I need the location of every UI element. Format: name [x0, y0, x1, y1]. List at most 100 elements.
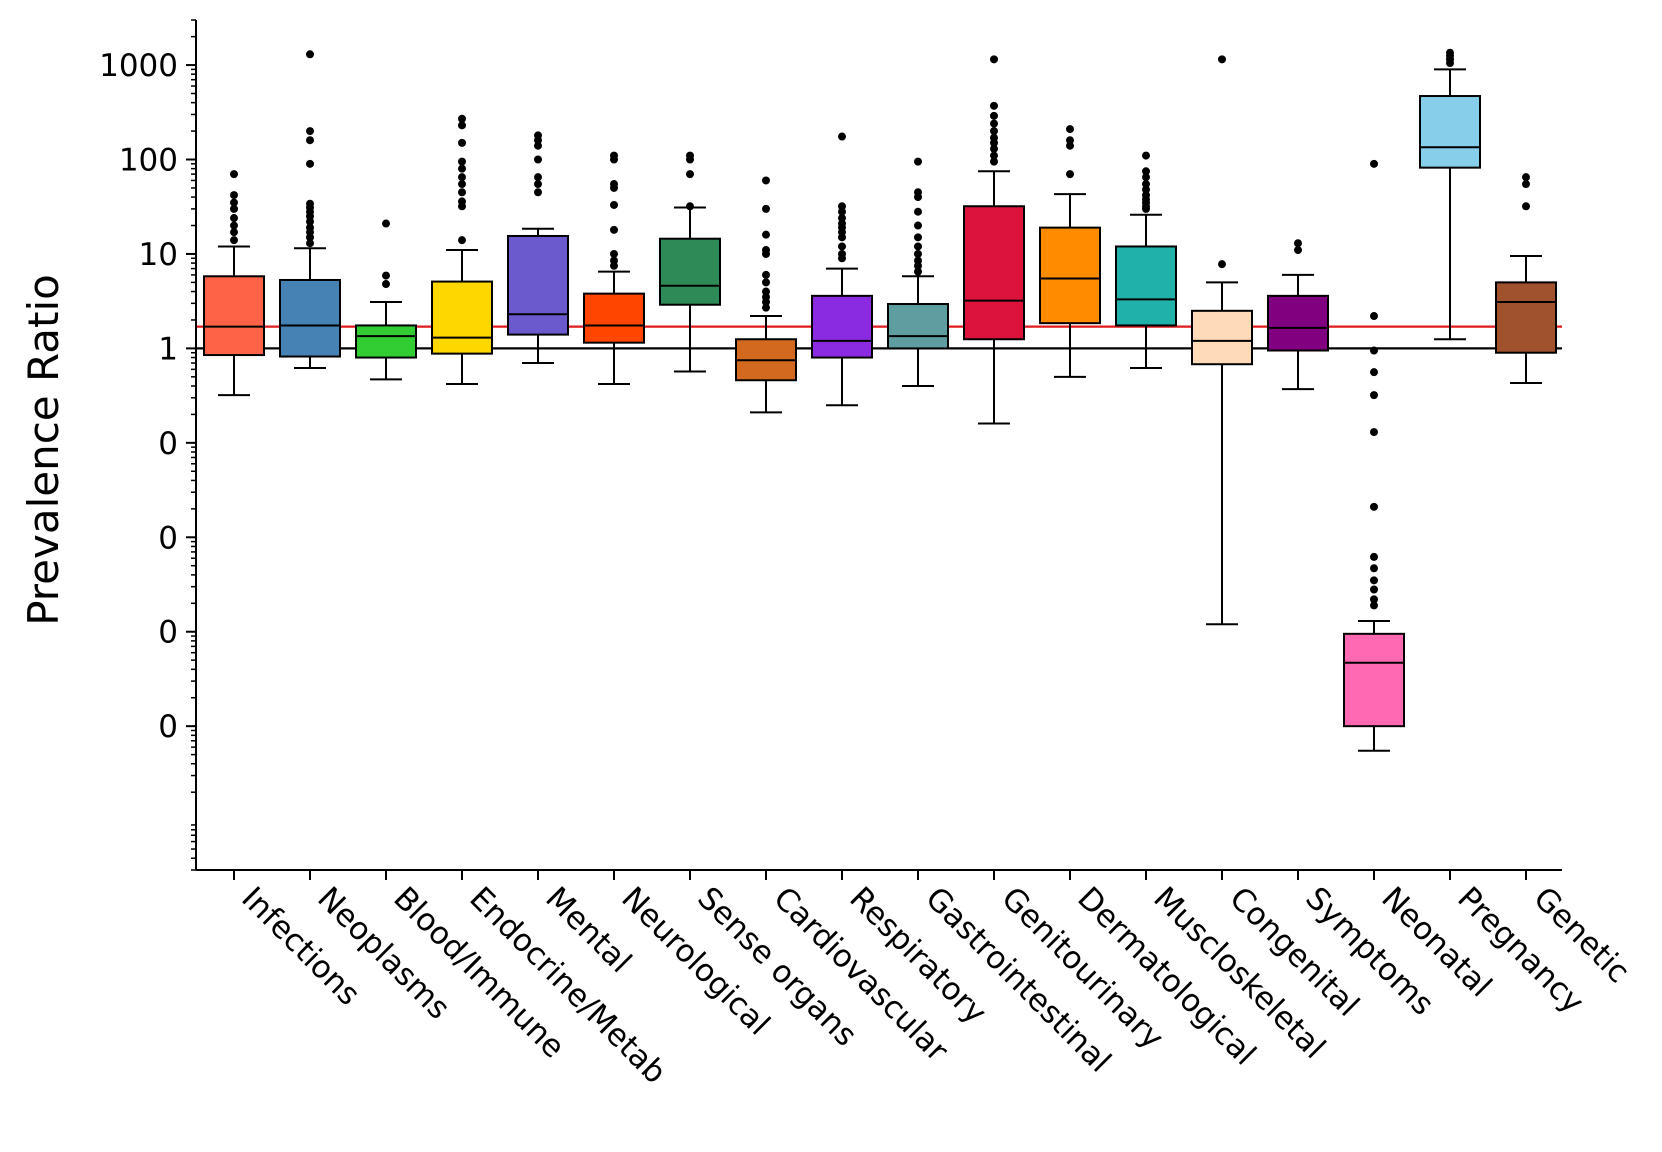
box-endocrine-metab — [431, 114, 493, 385]
outlier-point — [382, 219, 390, 228]
outlier-point — [610, 249, 618, 258]
outlier-point — [838, 207, 846, 216]
outlier-point — [458, 164, 466, 173]
outlier-point — [1370, 564, 1378, 573]
outlier-point — [230, 191, 238, 200]
outlier-point — [990, 133, 998, 142]
outlier-point — [1142, 167, 1150, 176]
box-mental — [507, 131, 569, 365]
outlier-point — [230, 221, 238, 230]
iqr-box — [1191, 309, 1253, 366]
box-symptoms — [1267, 239, 1329, 391]
outlier-point — [534, 155, 542, 164]
box-neonatal — [1343, 159, 1405, 752]
outlier-point — [1066, 170, 1074, 179]
y-tick-label: 0 — [158, 615, 178, 651]
outlier-point — [1370, 502, 1378, 511]
outlier-point — [458, 114, 466, 123]
outlier-point — [534, 131, 542, 140]
y-tick-label: 0 — [158, 426, 178, 462]
box-series — [203, 48, 1557, 752]
outlier-point — [1522, 173, 1530, 182]
y-tick-label: 1000 — [99, 48, 178, 84]
outlier-point — [458, 197, 466, 206]
outlier-point — [458, 188, 466, 197]
outlier-point — [306, 159, 314, 168]
outlier-point — [306, 50, 314, 59]
outlier-point — [686, 170, 694, 179]
reference-lines — [196, 325, 1562, 350]
outlier-point — [1370, 312, 1378, 321]
outlier-point — [610, 180, 618, 189]
iqr-box — [811, 294, 873, 359]
box-muscloskeletal — [1115, 151, 1177, 370]
outlier-point — [762, 176, 770, 185]
outlier-point — [458, 138, 466, 147]
box-gastrointestinal — [887, 157, 949, 387]
iqr-box — [355, 324, 417, 359]
outlier-point — [306, 239, 314, 248]
outlier-point — [838, 219, 846, 228]
iqr-box — [659, 237, 721, 306]
outlier-point — [458, 173, 466, 182]
outlier-point — [914, 256, 922, 265]
outlier-point — [990, 144, 998, 153]
outlier-point — [686, 151, 694, 160]
outlier-point — [914, 267, 922, 276]
outlier-point — [458, 180, 466, 189]
outlier-point — [610, 225, 618, 234]
box-dermatological — [1039, 125, 1101, 378]
outlier-point — [914, 233, 922, 242]
iqr-box — [1039, 226, 1101, 325]
axes: 10001001010000InfectionsNeoplasmsBlood/I… — [99, 19, 1636, 1091]
outlier-point — [1370, 391, 1378, 400]
outlier-point — [1370, 601, 1378, 610]
outlier-point — [990, 111, 998, 120]
outlier-point — [1522, 180, 1530, 189]
outlier-point — [230, 228, 238, 237]
outlier-point — [230, 204, 238, 213]
outlier-point — [838, 249, 846, 258]
outlier-point — [1370, 552, 1378, 561]
iqr-box — [507, 234, 569, 336]
iqr-box — [279, 278, 341, 358]
outlier-point — [1370, 428, 1378, 437]
box-neoplasms — [279, 50, 341, 370]
box-blood-immune — [355, 219, 417, 381]
y-tick-label: 100 — [119, 143, 178, 179]
iqr-box — [1419, 95, 1481, 169]
outlier-point — [990, 101, 998, 110]
outlier-point — [230, 236, 238, 245]
iqr-box — [203, 275, 265, 357]
iqr-box — [431, 280, 493, 355]
box-sense-organs — [659, 151, 721, 373]
box-infections — [203, 170, 265, 397]
outlier-point — [382, 271, 390, 280]
outlier-point — [306, 199, 314, 208]
outlier-point — [838, 214, 846, 223]
box-respiratory — [811, 132, 873, 407]
iqr-box — [1115, 245, 1177, 327]
outlier-point — [1142, 185, 1150, 194]
outlier-point — [610, 151, 618, 160]
iqr-box — [1495, 281, 1557, 354]
outlier-point — [306, 127, 314, 136]
outlier-point — [534, 173, 542, 182]
outlier-point — [762, 246, 770, 255]
iqr-box — [583, 292, 645, 344]
outlier-point — [382, 280, 390, 289]
outlier-point — [458, 157, 466, 166]
outlier-point — [990, 127, 998, 136]
outlier-point — [1218, 55, 1226, 64]
iqr-box — [963, 205, 1025, 341]
y-tick-label: 0 — [158, 709, 178, 745]
outlier-point — [838, 132, 846, 141]
outlier-point — [230, 214, 238, 223]
outlier-point — [990, 157, 998, 166]
y-axis-title: Prevalence Ratio — [19, 274, 68, 626]
y-tick-label: 1 — [158, 331, 178, 367]
outlier-point — [610, 256, 618, 265]
outlier-point — [1370, 368, 1378, 377]
box-congenital — [1191, 55, 1253, 626]
outlier-point — [1142, 191, 1150, 200]
